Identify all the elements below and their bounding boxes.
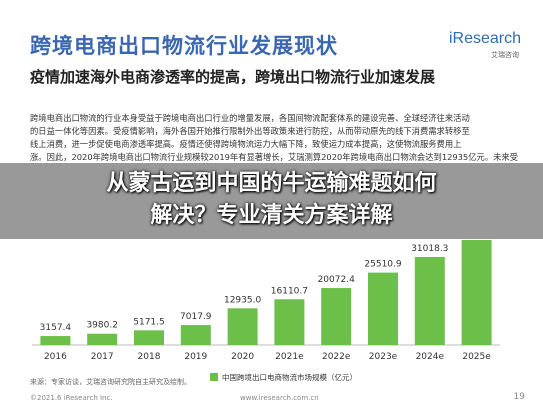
x-tick-label: 2022e <box>322 352 351 362</box>
x-tick-label: 2023e <box>369 352 398 362</box>
bar <box>321 288 352 345</box>
x-tick-label: 2019 <box>184 352 207 362</box>
value-label: 16110.7 <box>271 286 308 296</box>
value-label: 25510.9 <box>364 260 401 270</box>
bar <box>227 308 258 345</box>
x-tick-label: 2020 <box>231 352 254 362</box>
paragraph-line: 涨。因此，2020年跨境电商出口物流行业规模较2019年有显著增长，艾瑞测算20… <box>30 152 518 162</box>
x-tick-label: 2021e <box>275 352 304 362</box>
bar <box>414 256 445 345</box>
x-tick-label: 2018 <box>138 352 161 362</box>
overlay-line: 从蒙古运到中国的牛运输难题如何 <box>106 171 437 196</box>
logo: iResearch <box>448 30 521 47</box>
paragraph-line: 线上消费，进一步促使电商渗透率提高。疫情还使得跨境物流运力大幅下降，致使运力成本… <box>30 139 462 149</box>
value-label: 3980.2 <box>86 321 118 331</box>
value-label: 7017.9 <box>180 312 212 322</box>
value-label: 12935.0 <box>224 295 261 305</box>
bar <box>461 240 492 345</box>
overlay-line: 解决？专业清关方案详解 <box>150 203 393 228</box>
value-label: 31018.3 <box>411 244 448 254</box>
overlay-text: 从蒙古运到中国的牛运输难题如何 解决？专业清关方案详解 <box>0 168 543 232</box>
bar <box>180 325 211 345</box>
paragraph-line: 跨境电商出口物流的行业本身受益于跨境电商出口行业的增量发展，各国间物流配套体系的… <box>30 113 470 123</box>
bar <box>134 330 164 345</box>
source: 来源：专家访谈，艾瑞咨询研究院自主研究及绘制。 <box>30 378 191 386</box>
title: 跨境电商出口物流行业发展现状 <box>30 34 338 58</box>
paragraph-line: 的日益一体化等因素。受疫情影响，海外各国开始推行限制外出等政策来进行防控，从而带… <box>30 126 470 136</box>
subtitle: 疫情加速海外电商渗透率的提高，跨境出口物流行业加速发展 <box>30 68 436 86</box>
x-tick-label: 2017 <box>91 352 114 362</box>
bar <box>87 333 118 345</box>
copyright: ©2021.6 iResearch Inc. <box>30 394 113 402</box>
value-label: 5171.5 <box>133 317 165 327</box>
legend-swatch <box>210 373 218 381</box>
page-number: 19 <box>513 392 525 402</box>
url: www.iresearch.com.cn <box>240 394 319 402</box>
x-tick-label: 2025e <box>462 352 491 362</box>
bar <box>274 299 305 345</box>
value-label: 20072.4 <box>318 275 355 285</box>
legend-label: 中国跨境出口电商物流市场规模（亿元） <box>222 372 357 382</box>
overlay-band <box>0 163 543 239</box>
value-label: 3157.4 <box>40 323 72 333</box>
bar <box>368 272 398 345</box>
paragraph: 跨境电商出口物流的行业本身受益于跨境电商出口行业的增量发展，各国间物流配套体系的… <box>30 112 525 164</box>
bar <box>40 336 71 345</box>
logo-sub: 艾瑞咨询 <box>491 51 519 59</box>
x-tick-label: 2024e <box>416 352 445 362</box>
x-tick-label: 2016 <box>44 352 67 362</box>
